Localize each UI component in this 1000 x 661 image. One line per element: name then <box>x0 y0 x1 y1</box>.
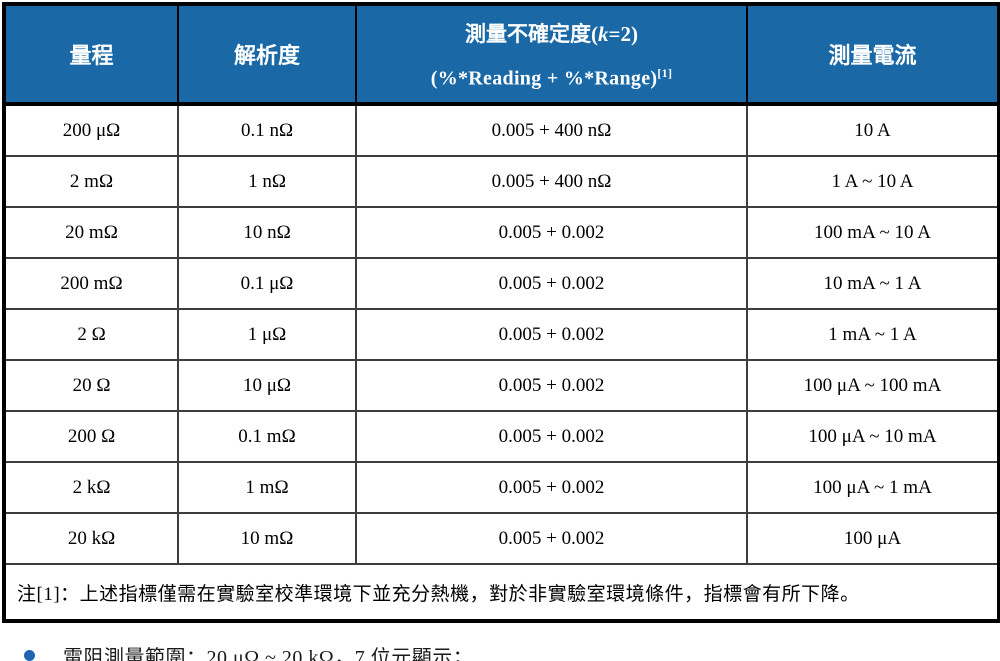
cell-range: 200 μΩ <box>3 103 179 157</box>
table-row: 2 kΩ 1 mΩ 0.005 + 0.002 100 μA ~ 1 mA <box>3 461 1000 514</box>
cell-range: 200 mΩ <box>3 257 179 310</box>
table-row: 20 Ω 10 μΩ 0.005 + 0.002 100 μA ~ 100 mA <box>3 359 1000 412</box>
cell-uncertainty: 0.005 + 0.002 <box>355 512 748 565</box>
cell-range: 2 mΩ <box>3 155 179 208</box>
col-header-current: 測量電流 <box>746 3 1000 106</box>
cell-uncertainty: 0.005 + 0.002 <box>355 410 748 463</box>
col-header-resolution: 解析度 <box>177 3 357 106</box>
cell-uncertainty: 0.005 + 0.002 <box>355 461 748 514</box>
cell-uncertainty: 0.005 + 400 nΩ <box>355 103 748 157</box>
uncertainty-title: 測量不確定度(k=2) <box>465 21 638 46</box>
table-row: 200 mΩ 0.1 μΩ 0.005 + 0.002 10 mA ~ 1 A <box>3 257 1000 310</box>
k-symbol: k <box>598 21 609 46</box>
table-body: 200 μΩ 0.1 nΩ 0.005 + 400 nΩ 10 A 2 mΩ 1… <box>3 103 1000 622</box>
cell-resolution: 1 nΩ <box>177 155 357 208</box>
footnote-row: 注[1]：上述指標僅需在實驗室校準環境下並充分熱機，對於非實驗室環境條件，指標會… <box>3 563 1000 622</box>
col-header-range-label: 量程 <box>69 43 114 68</box>
cell-resolution: 1 mΩ <box>177 461 357 514</box>
cell-resolution: 10 mΩ <box>177 512 357 565</box>
cell-resolution: 0.1 nΩ <box>177 103 357 157</box>
bullet-line: 電阻測量範圍：20 μΩ ~ 20 kΩ，7 位元顯示； <box>24 641 998 661</box>
table-row: 2 Ω 1 μΩ 0.005 + 0.002 1 mA ~ 1 A <box>3 308 1000 361</box>
cell-current: 10 mA ~ 1 A <box>746 257 1000 310</box>
table-row: 20 kΩ 10 mΩ 0.005 + 0.002 100 μA <box>3 512 1000 565</box>
table-row: 2 mΩ 1 nΩ 0.005 + 400 nΩ 1 A ~ 10 A <box>3 155 1000 208</box>
cell-uncertainty: 0.005 + 0.002 <box>355 257 748 310</box>
cell-range: 2 Ω <box>3 308 179 361</box>
header-row: 量程 解析度 測量不確定度(k=2) (%*Reading + %*Range)… <box>3 3 1000 106</box>
cell-range: 20 Ω <box>3 359 179 412</box>
cell-current: 1 A ~ 10 A <box>746 155 1000 208</box>
cell-range: 200 Ω <box>3 410 179 463</box>
cell-resolution: 10 nΩ <box>177 206 357 259</box>
footnote-ref: [1] <box>657 65 673 80</box>
table-header: 量程 解析度 測量不確定度(k=2) (%*Reading + %*Range)… <box>3 3 1000 106</box>
cell-current: 100 μA <box>746 512 1000 565</box>
table-row: 200 μΩ 0.1 nΩ 0.005 + 400 nΩ 10 A <box>3 103 1000 157</box>
cell-current: 1 mA ~ 1 A <box>746 308 1000 361</box>
col-header-uncertainty: 測量不確定度(k=2) (%*Reading + %*Range)[1] <box>355 3 748 106</box>
cell-current: 100 μA ~ 1 mA <box>746 461 1000 514</box>
cell-uncertainty: 0.005 + 400 nΩ <box>355 155 748 208</box>
bullet-icon <box>24 650 35 661</box>
cell-uncertainty: 0.005 + 0.002 <box>355 359 748 412</box>
col-header-range: 量程 <box>3 3 179 106</box>
uncertainty-formula: (%*Reading + %*Range)[1] <box>430 65 673 90</box>
table-row: 20 mΩ 10 nΩ 0.005 + 0.002 100 mA ~ 10 A <box>3 206 1000 259</box>
table-row: 200 Ω 0.1 mΩ 0.005 + 0.002 100 μA ~ 10 m… <box>3 410 1000 463</box>
cell-current: 100 μA ~ 100 mA <box>746 359 1000 412</box>
cell-uncertainty: 0.005 + 0.002 <box>355 206 748 259</box>
cell-resolution: 0.1 μΩ <box>177 257 357 310</box>
cell-resolution: 10 μΩ <box>177 359 357 412</box>
cell-current: 10 A <box>746 103 1000 157</box>
cell-uncertainty: 0.005 + 0.002 <box>355 308 748 361</box>
col-header-current-label: 測量電流 <box>828 43 917 68</box>
cell-range: 20 kΩ <box>3 512 179 565</box>
col-header-resolution-label: 解析度 <box>233 43 300 68</box>
cell-current: 100 mA ~ 10 A <box>746 206 1000 259</box>
cell-resolution: 0.1 mΩ <box>177 410 357 463</box>
bullet-text: 電阻測量範圍：20 μΩ ~ 20 kΩ，7 位元顯示； <box>63 647 474 661</box>
cell-current: 100 μA ~ 10 mA <box>746 410 1000 463</box>
resistance-spec-table: 量程 解析度 測量不確定度(k=2) (%*Reading + %*Range)… <box>2 2 1000 623</box>
cell-range: 2 kΩ <box>3 461 179 514</box>
footnote-text: 注[1]：上述指標僅需在實驗室校準環境下並充分熱機，對於非實驗室環境條件，指標會… <box>3 563 1000 622</box>
cell-range: 20 mΩ <box>3 206 179 259</box>
cell-resolution: 1 μΩ <box>177 308 357 361</box>
